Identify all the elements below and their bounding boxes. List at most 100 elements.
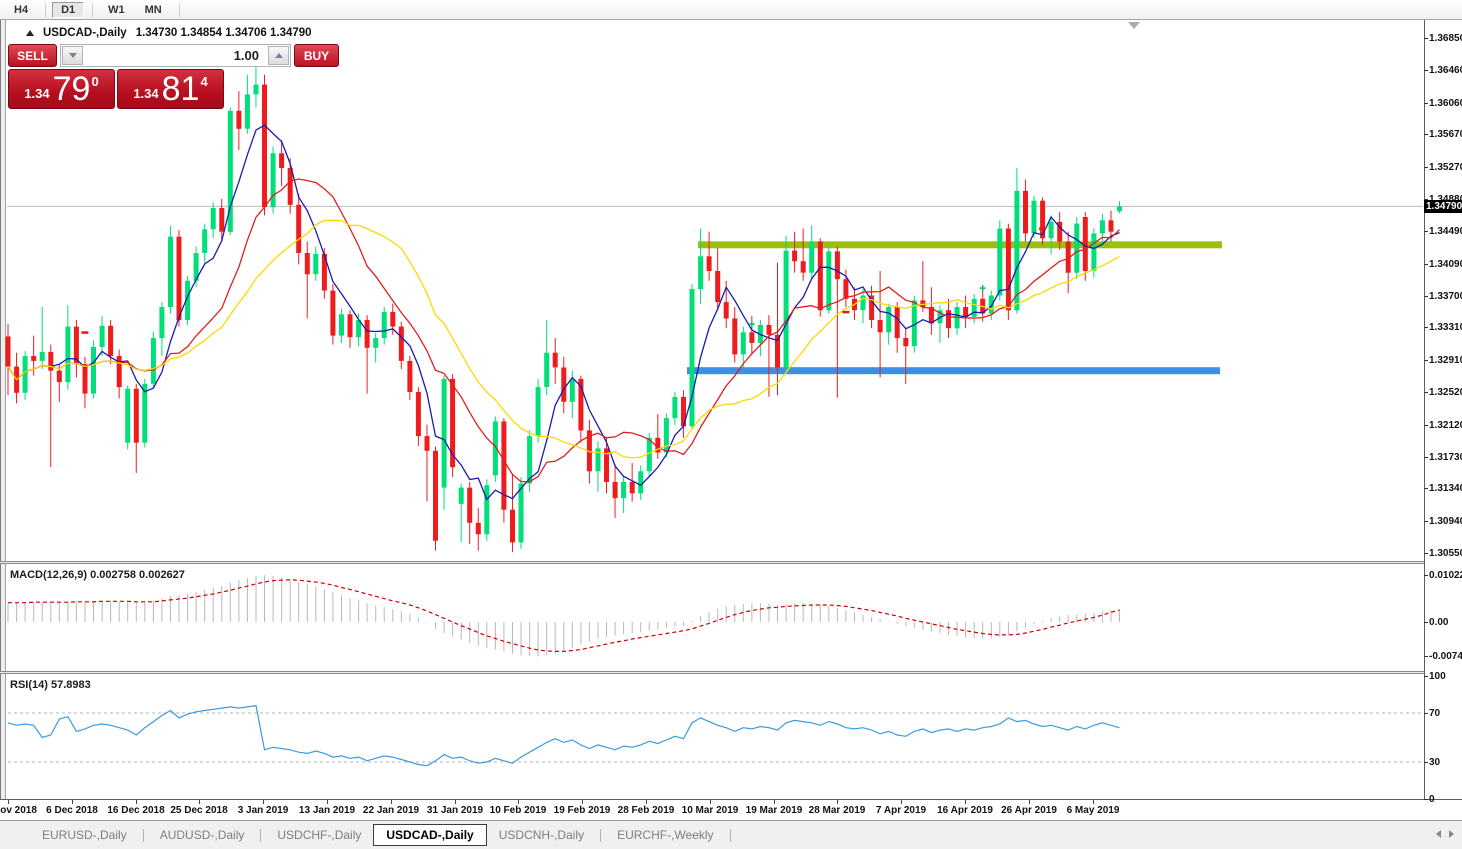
date-axis-tick bbox=[136, 800, 137, 804]
date-axis-tick bbox=[1093, 800, 1094, 804]
pane-splitter-macd[interactable] bbox=[0, 561, 1462, 564]
axis-tick bbox=[1424, 762, 1428, 763]
price-tick-label: 1.36460 bbox=[1429, 65, 1462, 76]
price-tick-label: 1.31340 bbox=[1429, 483, 1462, 494]
date-tick-label: 3 Jan 2019 bbox=[237, 805, 289, 816]
price-tick-label: 1.35670 bbox=[1429, 129, 1462, 140]
price-tick-label: 1.32520 bbox=[1429, 387, 1462, 398]
date-axis-tick bbox=[391, 800, 392, 804]
axis-tick bbox=[1424, 521, 1428, 522]
chevron-up-icon bbox=[274, 53, 283, 58]
axis-tick bbox=[1424, 553, 1428, 554]
tab-scroll-left-icon[interactable] bbox=[1436, 830, 1441, 838]
price-tick-label: 1.30940 bbox=[1429, 516, 1462, 527]
buy-price-pip: 4 bbox=[200, 74, 208, 89]
resistance-ray bbox=[698, 241, 1222, 249]
price-tick-label: 1.34090 bbox=[1429, 259, 1462, 270]
trade-marker-red bbox=[81, 331, 89, 334]
rsi-tick-label: 100 bbox=[1429, 671, 1446, 682]
axis-tick bbox=[1424, 457, 1428, 458]
tab-usdcad[interactable]: USDCAD-,Daily bbox=[373, 824, 487, 846]
tab-eurusd[interactable]: EURUSD-,Daily bbox=[42, 828, 127, 842]
macd-tick-label: 0.010229 bbox=[1429, 570, 1462, 581]
sell-price-prefix: 1.34 bbox=[24, 86, 50, 101]
buy-price-main: 81 bbox=[161, 70, 200, 108]
axis-tick bbox=[1424, 38, 1428, 39]
date-tick-label: 22 Jan 2019 bbox=[362, 805, 420, 816]
timeframe-button-mn[interactable]: MN bbox=[144, 3, 162, 16]
axis-tick bbox=[1424, 713, 1428, 714]
price-tick-label: 1.33700 bbox=[1429, 291, 1462, 302]
axis-tick bbox=[1424, 296, 1428, 297]
tab-usdcnh[interactable]: USDCNH-,Daily bbox=[498, 828, 585, 842]
axis-tick bbox=[1424, 656, 1428, 657]
date-tick-label: 19 Feb 2019 bbox=[553, 805, 611, 816]
date-tick-label: 7 Apr 2019 bbox=[875, 805, 927, 816]
chart-ohlc-values: 1.34730 1.34854 1.34706 1.34790 bbox=[135, 27, 312, 39]
scroll-to-end-icon[interactable] bbox=[1128, 22, 1140, 29]
price-tick-label: 1.33310 bbox=[1429, 322, 1462, 333]
date-tick-label: 10 Feb 2019 bbox=[489, 805, 547, 816]
rsi-tick-label: 0 bbox=[1429, 794, 1435, 805]
date-tick-label: 31 Jan 2019 bbox=[426, 805, 484, 816]
volume-increase-button[interactable] bbox=[268, 46, 289, 65]
date-axis[interactable] bbox=[0, 799, 1462, 820]
date-axis-tick bbox=[710, 800, 711, 804]
buy-price-prefix: 1.34 bbox=[133, 86, 159, 101]
trade-marker-green bbox=[979, 285, 986, 292]
tab-separator bbox=[729, 828, 731, 842]
price-tick-label: 1.36850 bbox=[1429, 33, 1462, 44]
price-chart-canvas[interactable] bbox=[0, 20, 1424, 561]
axis-tick bbox=[1424, 575, 1428, 576]
buy-price-box[interactable]: 1.34 81 4 bbox=[117, 69, 224, 109]
date-axis-tick bbox=[327, 800, 328, 804]
timeframe-button-h4[interactable]: H4 bbox=[14, 3, 29, 16]
date-axis-tick bbox=[518, 800, 519, 804]
tab-eurchf[interactable]: EURCHF-,Weekly bbox=[617, 828, 714, 842]
volume-decrease-button[interactable] bbox=[62, 46, 83, 65]
chart-symbol-label: USDCAD-,Daily bbox=[43, 27, 127, 39]
date-axis-tick bbox=[263, 800, 264, 804]
sell-button[interactable]: SELL bbox=[8, 44, 57, 67]
tab-usdchf[interactable]: USDCHF-,Daily bbox=[277, 828, 362, 842]
tab-separator bbox=[260, 828, 262, 842]
date-tick-label: 28 Mar 2019 bbox=[808, 805, 866, 816]
macd-label: MACD(12,26,9) 0.002758 0.002627 bbox=[10, 569, 185, 581]
date-axis-tick bbox=[455, 800, 456, 804]
volume-input[interactable] bbox=[84, 45, 267, 66]
toolbar-separator bbox=[178, 2, 180, 17]
axis-tick bbox=[1424, 622, 1428, 623]
tab-separator bbox=[142, 828, 144, 842]
timeframe-button-d1[interactable]: D1 bbox=[52, 1, 85, 18]
date-tick-label: 10 Mar 2019 bbox=[681, 805, 739, 816]
timeframe-button-w1[interactable]: W1 bbox=[108, 3, 125, 16]
date-axis-tick bbox=[582, 800, 583, 804]
date-axis-tick bbox=[646, 800, 647, 804]
price-tick-label: 1.34490 bbox=[1429, 226, 1462, 237]
tab-audusd[interactable]: AUDUSD-,Daily bbox=[159, 828, 245, 842]
rsi-pane-canvas[interactable] bbox=[0, 674, 1424, 799]
date-tick-label: 6 Dec 2018 bbox=[46, 805, 98, 816]
date-tick-label: 25 Dec 2018 bbox=[170, 805, 228, 816]
toolbar-separator bbox=[92, 2, 94, 17]
macd-pane-canvas[interactable] bbox=[0, 564, 1424, 671]
axis-tick bbox=[1424, 360, 1428, 361]
buy-button[interactable]: BUY bbox=[294, 44, 339, 67]
date-tick-label: 16 Dec 2018 bbox=[107, 805, 165, 816]
date-tick-label: 16 Apr 2019 bbox=[937, 805, 993, 816]
price-scale[interactable] bbox=[1424, 20, 1462, 799]
axis-tick bbox=[1424, 676, 1428, 677]
price-tick-label: 1.35270 bbox=[1429, 162, 1462, 173]
price-tick-label: 1.32120 bbox=[1429, 420, 1462, 431]
chevron-down-icon bbox=[68, 53, 77, 58]
axis-tick bbox=[1424, 488, 1428, 489]
sell-price-pip: 0 bbox=[91, 74, 99, 89]
sell-price-box[interactable]: 1.34 79 0 bbox=[8, 69, 115, 109]
axis-tick bbox=[1424, 70, 1428, 71]
expand-triangle-icon[interactable] bbox=[26, 30, 34, 36]
pane-splitter-rsi[interactable] bbox=[0, 671, 1462, 674]
chart-tab-bar: EURUSD-,Daily AUDUSD-,Daily USDCHF-,Dail… bbox=[0, 820, 1462, 849]
date-tick-label: 27 Nov 2018 bbox=[0, 805, 37, 816]
price-tick-label: 1.32910 bbox=[1429, 355, 1462, 366]
tab-scroll-right-icon[interactable] bbox=[1449, 830, 1454, 838]
